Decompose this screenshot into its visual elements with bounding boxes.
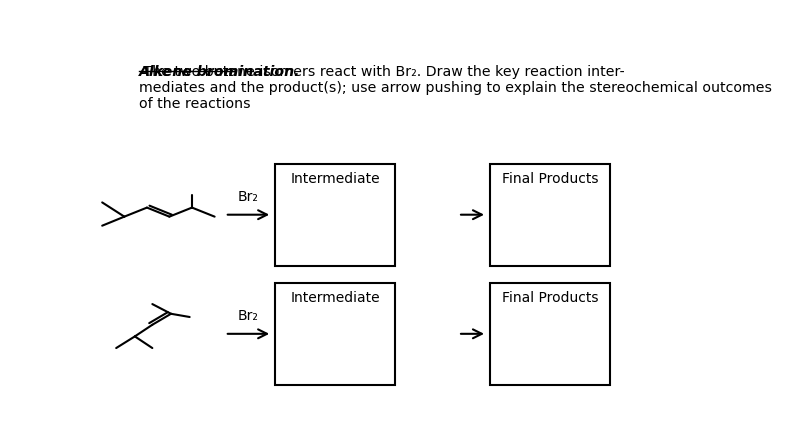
Text: Final Products: Final Products: [502, 172, 599, 186]
Bar: [276, 283, 395, 385]
Text: Br₂: Br₂: [238, 190, 259, 204]
Text: Final Products: Final Products: [502, 291, 599, 305]
Text: Intermediate: Intermediate: [291, 172, 380, 186]
Bar: [490, 164, 610, 266]
Text: Alkene bromination.: Alkene bromination.: [139, 65, 300, 79]
Text: Br₂: Br₂: [238, 309, 259, 323]
Bar: [276, 164, 395, 266]
Text: The two butane isomers react with Br₂. Draw the key reaction inter-
mediates and: The two butane isomers react with Br₂. D…: [139, 65, 772, 111]
Text: Intermediate: Intermediate: [291, 291, 380, 305]
Bar: [490, 283, 610, 385]
